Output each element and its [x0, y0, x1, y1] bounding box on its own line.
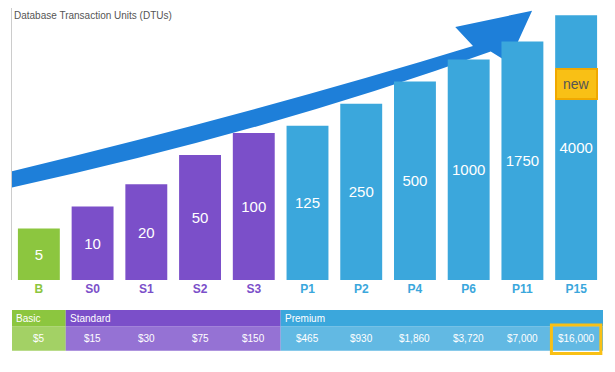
svg-text:Basic: Basic	[16, 313, 40, 324]
svg-text:4000: 4000	[559, 139, 592, 156]
svg-text:125: 125	[295, 194, 320, 211]
svg-text:$7,000: $7,000	[507, 333, 538, 344]
svg-text:1000: 1000	[452, 161, 485, 178]
svg-text:S0: S0	[85, 282, 100, 296]
svg-text:$1,860: $1,860	[399, 333, 430, 344]
svg-text:500: 500	[402, 172, 427, 189]
svg-text:50: 50	[192, 209, 209, 226]
svg-text:$30: $30	[138, 333, 155, 344]
svg-text:100: 100	[241, 198, 266, 215]
svg-text:20: 20	[138, 224, 155, 241]
svg-text:P15: P15	[565, 282, 587, 296]
svg-text:Premium: Premium	[285, 313, 325, 324]
svg-text:S3: S3	[246, 282, 261, 296]
svg-text:10: 10	[84, 235, 101, 252]
svg-text:new: new	[563, 76, 590, 92]
svg-text:Database Transaction Units (DT: Database Transaction Units (DTUs)	[14, 10, 172, 21]
svg-text:1750: 1750	[506, 152, 539, 169]
svg-text:B: B	[35, 282, 44, 296]
svg-text:S2: S2	[193, 282, 208, 296]
svg-text:$3,720: $3,720	[453, 333, 484, 344]
svg-text:$5: $5	[33, 333, 45, 344]
svg-text:Standard: Standard	[70, 313, 111, 324]
svg-text:P2: P2	[354, 282, 369, 296]
svg-text:$15: $15	[84, 333, 101, 344]
svg-text:$150: $150	[242, 333, 265, 344]
svg-text:P1: P1	[300, 282, 315, 296]
svg-text:S1: S1	[139, 282, 154, 296]
svg-text:$465: $465	[296, 333, 319, 344]
svg-text:$930: $930	[350, 333, 373, 344]
svg-text:$16,000: $16,000	[558, 333, 595, 344]
svg-text:5: 5	[35, 246, 43, 263]
svg-text:250: 250	[349, 183, 374, 200]
svg-text:P4: P4	[408, 282, 423, 296]
svg-text:P6: P6	[461, 282, 476, 296]
svg-text:P11: P11	[512, 282, 533, 296]
svg-text:$75: $75	[192, 333, 209, 344]
